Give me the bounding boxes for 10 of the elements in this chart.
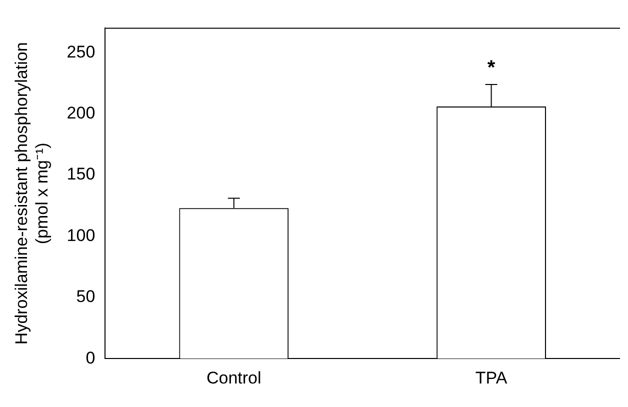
x-tick-label: Control	[206, 368, 262, 388]
annotation: *	[487, 57, 496, 80]
y-tick-label: 0	[86, 348, 96, 368]
y-tick-label: 100	[66, 226, 96, 245]
y-tick-label: 150	[66, 164, 96, 184]
y-axis-title: Hydroxilamine-resistant phosphorylation (pmol x mg⁻¹)	[12, 42, 52, 345]
y-tick-label: 50	[76, 287, 96, 306]
y-tick-label: 200	[66, 104, 96, 123]
x-tick-label: TPA	[475, 368, 508, 388]
y-tick-label: 250	[66, 42, 96, 62]
